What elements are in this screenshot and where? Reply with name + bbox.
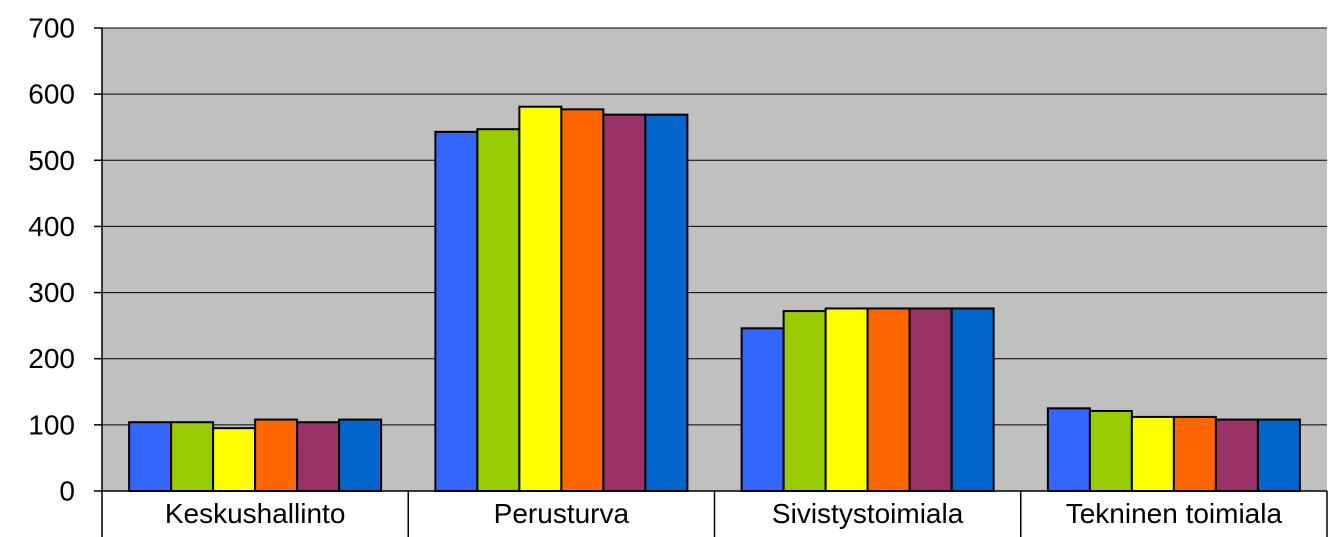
y-tick-label: 100 bbox=[28, 409, 75, 440]
y-tick-labels: 0 100 200 300 400 500 600 700 bbox=[28, 13, 75, 507]
x-category-label: Sivistystoimiala bbox=[772, 498, 964, 529]
x-category-label: Keskushallinto bbox=[165, 498, 346, 529]
bar bbox=[560, 108, 605, 492]
bar bbox=[740, 327, 785, 492]
x-category-label: Tekninen toimiala bbox=[1066, 498, 1283, 529]
bar bbox=[782, 310, 827, 492]
bar bbox=[824, 307, 869, 492]
y-tick-label: 700 bbox=[28, 13, 75, 44]
x-category-labels: Keskushallinto Perusturva Sivistystoimia… bbox=[165, 498, 1283, 529]
y-tick-label: 200 bbox=[28, 343, 75, 374]
y-tick-label: 600 bbox=[28, 79, 75, 110]
axes bbox=[94, 27, 1328, 537]
bar bbox=[476, 128, 521, 492]
bar bbox=[296, 421, 341, 492]
y-tick-label: 400 bbox=[28, 211, 75, 242]
bar bbox=[950, 307, 995, 492]
bar bbox=[866, 307, 911, 492]
bar bbox=[602, 113, 647, 492]
bar bbox=[212, 427, 257, 492]
bar bbox=[338, 418, 383, 492]
bar bbox=[170, 421, 215, 492]
bar bbox=[1214, 418, 1259, 492]
bar bbox=[1088, 409, 1133, 492]
bar bbox=[644, 113, 689, 492]
y-tick-label: 0 bbox=[59, 476, 75, 507]
bar bbox=[1172, 415, 1217, 493]
y-tick-label: 500 bbox=[28, 145, 75, 176]
bars bbox=[128, 105, 1301, 493]
bar bbox=[518, 105, 563, 493]
bar bbox=[434, 130, 479, 492]
bar bbox=[254, 418, 299, 492]
bar bbox=[1130, 415, 1175, 493]
bar bbox=[1046, 407, 1091, 493]
x-category-label: Perusturva bbox=[494, 498, 630, 529]
bar bbox=[908, 307, 953, 492]
bar bbox=[128, 421, 173, 492]
y-tick-label: 300 bbox=[28, 277, 75, 308]
bar bbox=[1256, 418, 1301, 492]
